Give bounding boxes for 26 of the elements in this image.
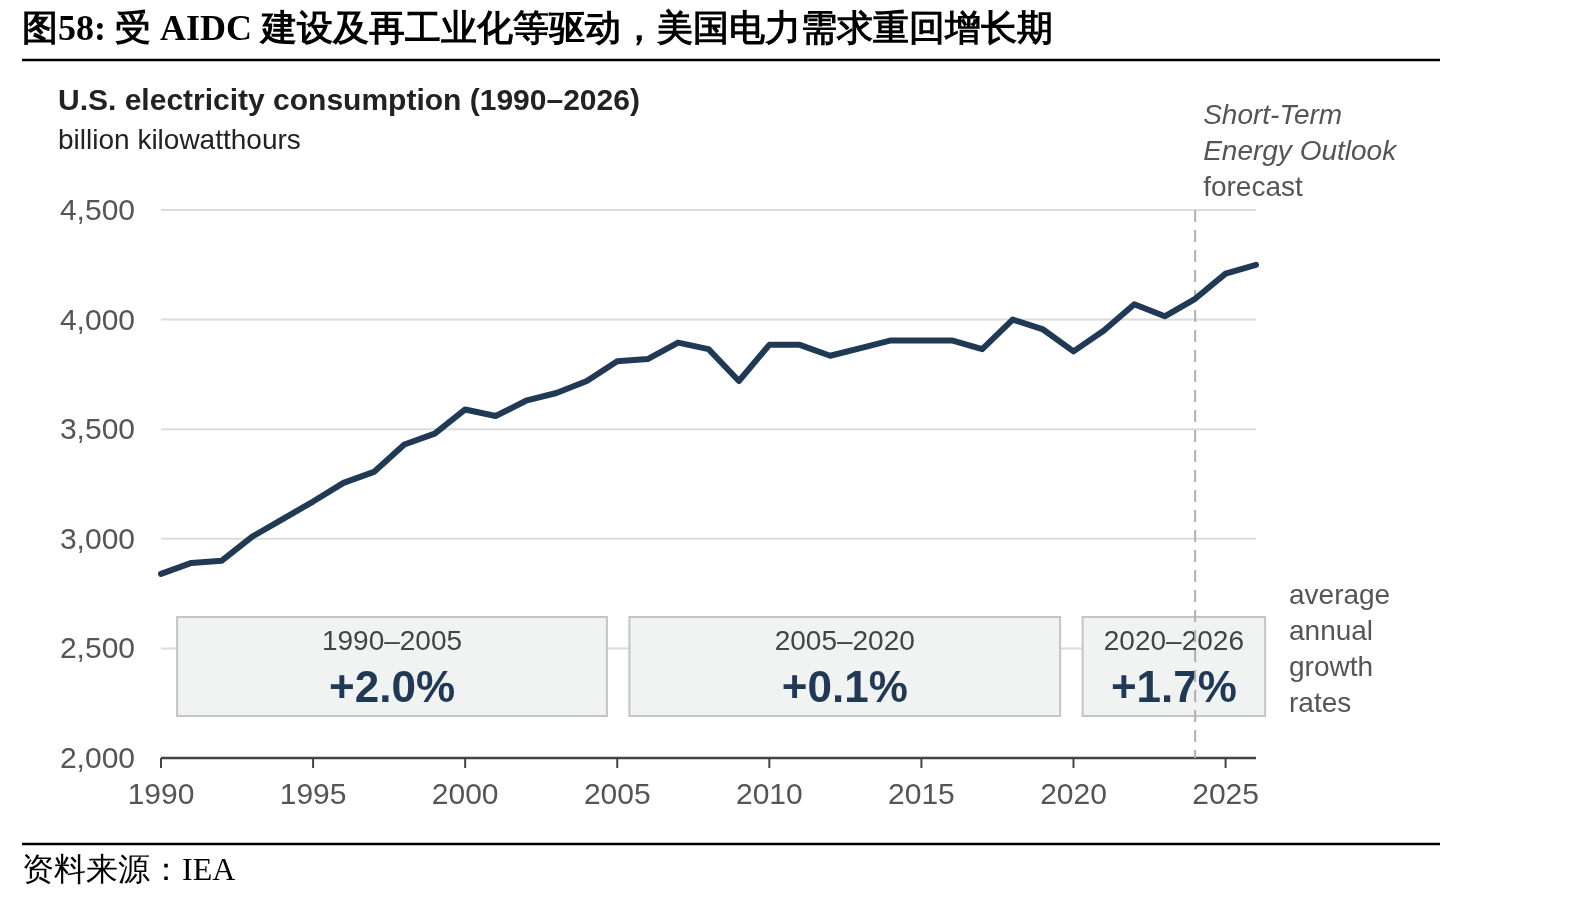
x-tick-label: 2025 (1192, 777, 1259, 810)
y-tick-label: 2,000 (59, 741, 135, 774)
x-tick-label: 1995 (279, 777, 347, 810)
y-axis-title: billion kilowatthours (58, 124, 301, 155)
y-tick-label: 2,500 (59, 631, 135, 665)
x-tick-label: 1990 (127, 777, 195, 810)
chart-subtitle: U.S. electricity consumption (1990–2026) (58, 83, 640, 116)
text: average annual growth rates (1289, 579, 1391, 718)
annotation: 2020–2026 (1103, 625, 1244, 656)
x-tick-label: 2005 (583, 777, 651, 810)
x-tick-label: 2000 (431, 777, 499, 810)
chart-title: 图58: 受 AIDC 建设及再工业化等驱动，美国电力需求重回增长期 (22, 8, 1053, 48)
annotation: 2005–2020 (774, 625, 915, 656)
annotation: +1.7% (1110, 662, 1237, 711)
x-tick-label: 2020 (1040, 777, 1107, 810)
y-tick-label: 4,500 (59, 193, 135, 226)
x-tick-label: 2010 (735, 777, 803, 810)
y-tick-label: 3,000 (59, 521, 135, 555)
y-tick-label: 4,000 (59, 302, 135, 336)
x-tick-label: 2015 (888, 777, 955, 810)
annotation: 1990–2005 (321, 625, 463, 656)
ref-line-label: Short-Term Energy Outlook forecast (1203, 99, 1399, 202)
annotation: +0.1% (781, 662, 908, 711)
annotation: +2.0% (329, 662, 456, 711)
y-tick-label: 3,500 (59, 412, 135, 446)
text: 资料来源：IEA (22, 851, 236, 887)
